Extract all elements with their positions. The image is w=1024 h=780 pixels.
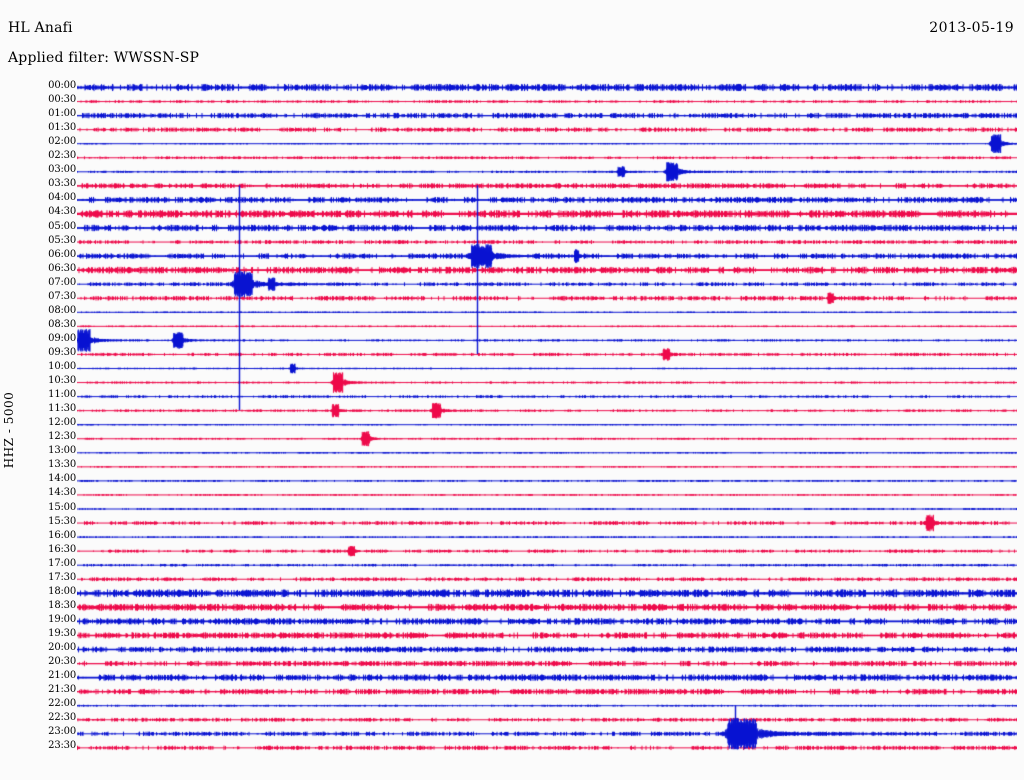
time-tick-label: 11:00 <box>48 389 76 401</box>
time-tick-label: 04:30 <box>48 206 76 218</box>
time-tick-label: 14:00 <box>48 473 76 485</box>
page-title: HL Anafi <box>8 20 73 36</box>
time-tick-label: 03:00 <box>48 164 76 176</box>
time-tick-label: 20:30 <box>48 656 76 668</box>
time-tick-label: 06:00 <box>48 248 76 260</box>
time-tick-label: 23:00 <box>48 726 76 738</box>
y-axis-label-text: HHZ - 5000 <box>2 391 16 469</box>
time-tick-label: 09:30 <box>48 346 76 358</box>
seismogram-canvas <box>77 80 1017 775</box>
time-tick-label: 12:00 <box>48 417 76 429</box>
time-tick-label: 21:30 <box>48 684 76 696</box>
time-tick-label: 01:30 <box>48 122 76 134</box>
time-tick-label: 18:30 <box>48 599 76 611</box>
time-tick-label: 08:00 <box>48 304 76 316</box>
time-tick-label: 10:30 <box>48 375 76 387</box>
time-axis: 00:00 00:30 01:00 01:30 02:00 02:30 03:00 03:30… <box>20 80 76 772</box>
time-tick-label: 05:00 <box>48 220 76 232</box>
time-tick-label: 16:00 <box>48 529 76 541</box>
time-tick-label: 07:00 <box>48 276 76 288</box>
time-tick-label: 16:30 <box>48 543 76 555</box>
time-tick-label: 13:30 <box>48 459 76 471</box>
time-tick-label: 01:00 <box>48 108 76 120</box>
time-tick-label: 08:30 <box>48 318 76 330</box>
time-tick-label: 09:00 <box>48 332 76 344</box>
time-tick-label: 12:30 <box>48 431 76 443</box>
time-tick-label: 04:00 <box>48 192 76 204</box>
time-tick-label: 02:30 <box>48 150 76 162</box>
time-tick-label: 21:00 <box>48 670 76 682</box>
filter-label: Applied filter: WWSSN-SP <box>8 50 200 66</box>
time-tick-label: 17:30 <box>48 571 76 583</box>
time-tick-label: 23:30 <box>48 740 76 752</box>
time-tick-label: 20:00 <box>48 642 76 653</box>
time-tick-label: 00:30 <box>48 94 76 106</box>
time-tick-label: 13:00 <box>48 445 76 457</box>
time-tick-label: 19:00 <box>48 613 76 625</box>
date-label: 2013-05-19 <box>929 20 1014 36</box>
time-tick-label: 02:00 <box>48 136 76 148</box>
time-tick-label: 17:00 <box>48 557 76 569</box>
y-axis-label: HHZ - 5000 <box>0 0 18 780</box>
time-tick-label: 11:30 <box>48 403 76 415</box>
time-tick-label: 05:30 <box>48 234 76 246</box>
time-tick-label: 15:00 <box>48 501 76 513</box>
time-tick-label: 22:00 <box>48 698 76 710</box>
time-tick-label: 06:30 <box>48 262 76 274</box>
time-tick-label: 07:30 <box>48 290 76 302</box>
time-tick-label: 18:00 <box>48 585 76 597</box>
time-tick-label: 19:30 <box>48 627 76 639</box>
time-tick-label: 03:30 <box>48 178 76 190</box>
time-tick-label: 14:30 <box>48 487 76 499</box>
time-tick-label: 15:30 <box>48 515 76 527</box>
time-tick-label: 10:00 <box>48 361 76 372</box>
time-tick-label: 22:30 <box>48 712 76 724</box>
time-tick-label: 00:00 <box>48 80 76 91</box>
